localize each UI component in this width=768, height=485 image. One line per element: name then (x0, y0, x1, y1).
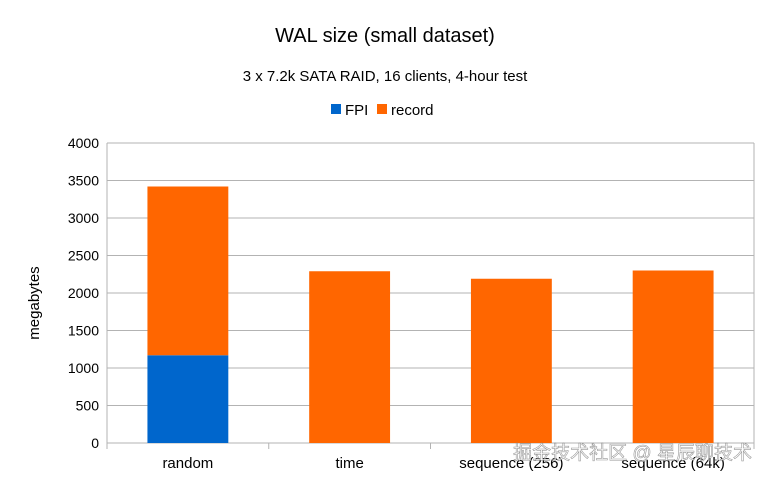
legend-swatch-fpi (331, 104, 341, 114)
legend-label-record: record (391, 102, 434, 119)
x-tick-label: random (162, 455, 213, 472)
bars (147, 186, 714, 443)
y-tick-label: 2000 (68, 285, 99, 301)
x-tick-label: time (335, 455, 363, 472)
chart-subtitle: 3 x 7.2k SATA RAID, 16 clients, 4-hour t… (243, 68, 528, 85)
chart-title: WAL size (small dataset) (275, 25, 495, 47)
x-tick-label: sequence (256) (459, 455, 563, 472)
y-axis-label: megabytes (26, 266, 43, 339)
legend: FPI record (331, 102, 434, 119)
watermark-text: 掘金技术社区 @ 星辰聊技术 (513, 442, 752, 464)
legend-swatch-record (377, 104, 387, 114)
y-tick-label: 3500 (68, 173, 99, 189)
y-tick-label: 2500 (68, 248, 99, 264)
bar-record-1 (309, 271, 391, 443)
bar-record-3 (632, 270, 714, 443)
bar-fpi-0 (147, 355, 229, 443)
y-tick-label: 1500 (68, 323, 99, 339)
y-axis-tick-labels: 0 500 1000 1500 2000 2500 3000 3500 4000 (68, 135, 99, 451)
legend-label-fpi: FPI (345, 102, 368, 119)
bar-record-2 (470, 278, 552, 443)
y-tick-label: 0 (91, 435, 99, 451)
y-tick-label: 3000 (68, 210, 99, 226)
x-tick-label: sequence (64k) (621, 455, 724, 472)
y-tick-label: 500 (76, 398, 100, 414)
x-axis-tick-labels: random time sequence (256) sequence (64k) (162, 455, 724, 472)
y-tick-label: 1000 (68, 360, 99, 376)
y-tick-label: 4000 (68, 135, 99, 151)
bar-record-0 (147, 186, 229, 356)
